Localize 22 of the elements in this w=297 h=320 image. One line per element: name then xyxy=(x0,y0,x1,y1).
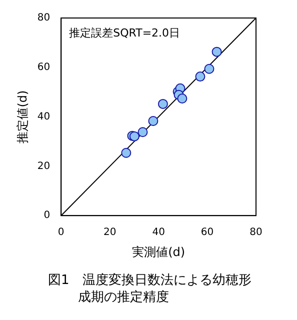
y-tick-label: 60 xyxy=(37,62,50,73)
y-tick-label: 80 xyxy=(37,12,50,24)
point xyxy=(204,64,214,74)
x-tick-label: 80 xyxy=(250,227,262,238)
x-tick-label: 60 xyxy=(200,227,214,238)
annotation: 推定誤差SQRT=2.0日 xyxy=(69,26,180,40)
y-tick-label: 40 xyxy=(37,111,50,122)
x-axis-title: 実測値(d) xyxy=(132,244,186,259)
x-tick-label: 0 xyxy=(58,227,64,238)
point xyxy=(148,116,158,126)
x-tick-label: 40 xyxy=(152,227,165,238)
y-tick-label: 20 xyxy=(37,160,50,172)
y-axis-title: 推定値(d) xyxy=(15,90,30,144)
point xyxy=(121,148,132,158)
point xyxy=(177,94,188,104)
point xyxy=(195,72,206,82)
text: 図1 温度変換日数法による幼穂形成期の推定精度 xyxy=(48,272,252,306)
y-tick-label: 0 xyxy=(44,210,50,222)
point xyxy=(158,98,168,109)
point xyxy=(138,127,148,138)
point xyxy=(212,46,222,57)
x-tick-label: 20 xyxy=(103,227,116,238)
